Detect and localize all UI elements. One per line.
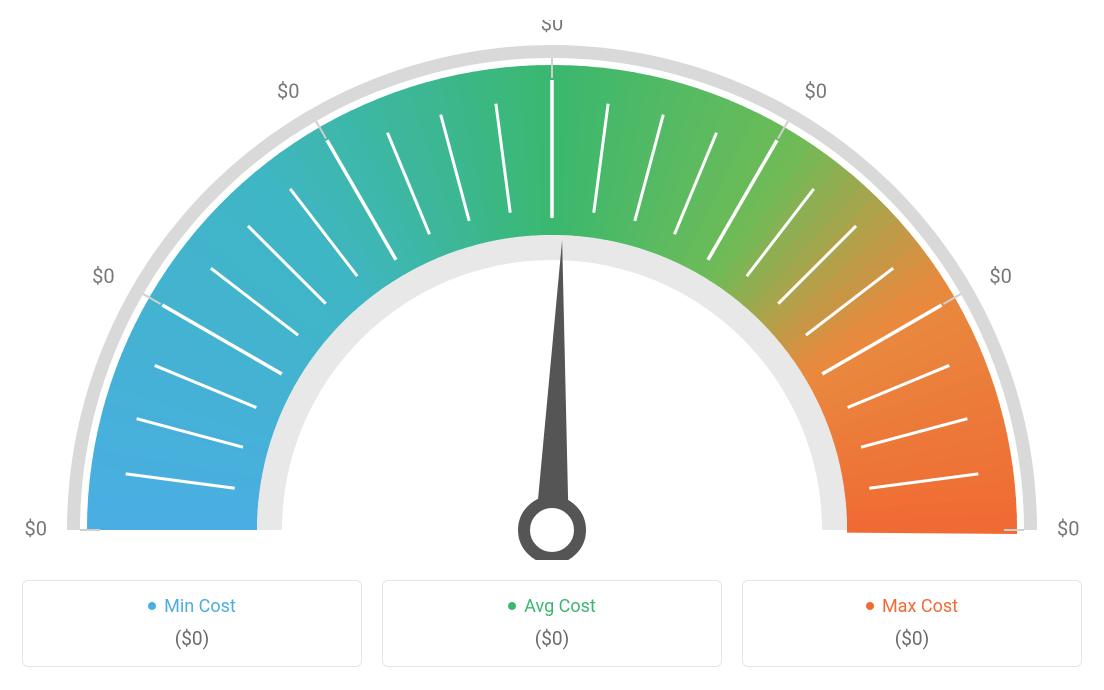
gauge-tick-label: $0: [277, 79, 299, 103]
legend-value-max: ($0): [753, 627, 1071, 650]
legend-label-max: Max Cost: [866, 596, 958, 617]
gauge-tick-label: $0: [989, 264, 1011, 288]
legend-label-text: Max Cost: [882, 596, 958, 617]
legend-label-text: Min Cost: [164, 596, 236, 617]
gauge-tick-label: $0: [1057, 516, 1079, 540]
gauge-tick-label: $0: [805, 79, 827, 103]
legend-label-text: Avg Cost: [524, 596, 596, 617]
gauge-tick-label: $0: [25, 516, 47, 540]
legend-label-min: Min Cost: [148, 596, 236, 617]
legend-dot-icon: [866, 602, 874, 610]
legend-card-min: Min Cost ($0): [22, 580, 362, 667]
legend-dot-icon: [508, 602, 516, 610]
legend-card-max: Max Cost ($0): [742, 580, 1082, 667]
gauge-tick-label: $0: [541, 20, 563, 35]
cost-gauge-widget: $0$0$0$0$0$0$0 Min Cost($0)Avg Cost($0)M…: [22, 20, 1082, 667]
legend-value-avg: ($0): [393, 627, 711, 650]
legend-dot-icon: [148, 602, 156, 610]
legend-label-avg: Avg Cost: [508, 596, 596, 617]
legend-row: Min Cost ($0) Avg Cost ($0) Max Cost ($0): [22, 580, 1082, 667]
legend-card-avg: Avg Cost ($0): [382, 580, 722, 667]
legend-value-min: ($0): [33, 627, 351, 650]
gauge-needle-pivot: [524, 502, 580, 558]
gauge-tick-label: $0: [92, 264, 114, 288]
gauge-needle: [535, 240, 569, 530]
gauge-chart: $0 $0 $0 $0 $0 $0 $0: [22, 20, 1082, 560]
